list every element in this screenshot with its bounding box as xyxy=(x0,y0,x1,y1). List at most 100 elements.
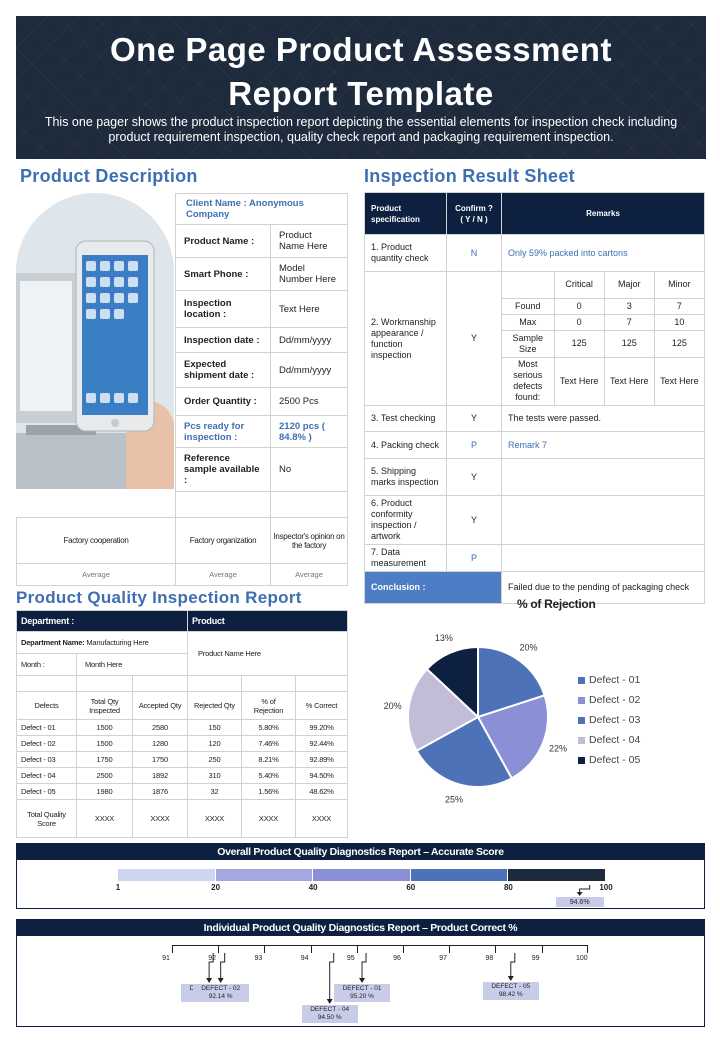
spec-header: Product specification xyxy=(364,192,447,235)
cell: 92.44% xyxy=(295,735,348,752)
cell: Text Here xyxy=(553,356,605,405)
spec-cell: 4. Packing check xyxy=(364,431,447,459)
col-header: % Correct xyxy=(295,691,348,720)
factor-header: Factory cooperation xyxy=(16,517,176,564)
cell: Text Here xyxy=(653,356,704,405)
scale-tick-label: 92 xyxy=(208,955,217,962)
cell: XXXX xyxy=(132,799,188,838)
row-label: Order Quantity : xyxy=(175,387,271,416)
cell: XXXX xyxy=(295,799,348,838)
product-description-title: Product Description xyxy=(20,166,198,186)
product-details-table: Client Name : Anonymous Company Product … xyxy=(175,193,348,518)
confirm-cell: P xyxy=(446,431,502,459)
overall-diagnostics-panel: Overall Product Quality Diagnostics Repo… xyxy=(16,843,705,909)
cell: 0 xyxy=(553,297,605,315)
cell: Text Here xyxy=(603,356,655,405)
spec-cell: 7. Data measurement xyxy=(364,544,447,572)
cell: 7.46% xyxy=(241,735,296,752)
scale-divider xyxy=(356,945,358,953)
confirm-cell: N xyxy=(446,234,502,272)
scale-tick-label: 1 xyxy=(115,883,121,892)
legend-label: Defect - 02 xyxy=(589,694,641,706)
pie-data-label: 13% xyxy=(435,633,453,643)
inspection-table: Product specification Confirm ? ( Y / N … xyxy=(364,192,705,604)
factor-header: Factory organization xyxy=(175,517,271,564)
scale-divider xyxy=(218,945,220,953)
row-value: Product Name Here xyxy=(270,224,348,258)
cell: 10 xyxy=(653,313,704,331)
arrow-down-icon xyxy=(326,999,333,1004)
cell: 1280 xyxy=(132,735,188,752)
cell: XXXX xyxy=(241,799,296,838)
scale-tick-label: 99 xyxy=(531,955,540,962)
spec-cell: 5. Shipping marks inspection xyxy=(364,458,447,496)
cell: 94.50% xyxy=(295,767,348,784)
client-name: Client Name : Anonymous Company xyxy=(175,193,348,225)
col-header: Critical xyxy=(553,272,605,299)
col-header: % of Rejection xyxy=(241,691,296,720)
defect-marker-value: 92.14 % xyxy=(208,993,233,1000)
individual-connectors xyxy=(206,953,516,1004)
legend-item: Defect - 05 xyxy=(578,750,640,770)
spec-cell: 3. Test checking xyxy=(364,405,447,432)
conclusion-label: Conclusion : xyxy=(364,571,502,604)
row-label: Pcs ready for inspection : xyxy=(175,415,271,448)
defect-marker-value: 95.20 % xyxy=(350,993,374,1000)
defect-marker-name: DEFECT - 01 xyxy=(342,985,382,992)
confirm-cell: Y xyxy=(446,458,502,496)
cell: 5.40% xyxy=(241,767,296,784)
row-value: Text Here xyxy=(270,290,348,328)
spec-cell: 1. Product quantity check xyxy=(364,234,447,272)
remark-cell: The tests were passed. xyxy=(501,405,705,432)
factory-assessment-table: Factory cooperation Factory organization… xyxy=(16,517,348,586)
confirm-header: Confirm ? ( Y / N ) xyxy=(446,192,502,235)
conclusion-text: Failed due to the pending of packaging c… xyxy=(501,571,705,604)
individual-diagnostics-title: Individual Product Quality Diagnostics R… xyxy=(17,920,704,936)
pie-data-label: 25% xyxy=(445,795,463,805)
legend-swatch xyxy=(578,716,585,724)
month-value: Month Here xyxy=(76,653,188,676)
marker-connector xyxy=(329,953,335,1001)
cell: 92.89% xyxy=(295,751,348,768)
quality-report-title: Product Quality Inspection Report xyxy=(16,588,302,607)
cell: 125 xyxy=(603,329,655,358)
factor-value: Average xyxy=(16,563,176,586)
remark-cell: Only 59% packed into cartons xyxy=(501,234,705,272)
defect-marker-value: 98.42 % xyxy=(498,991,523,998)
scale-tick-label: 91 xyxy=(162,955,170,962)
cell: 1892 xyxy=(132,767,188,784)
col-header: Total Qty Inspected xyxy=(76,691,133,720)
marker-connector xyxy=(208,953,214,980)
header-banner: One Page Product Assessment Report Templa… xyxy=(16,16,706,159)
confirm-cell: Y xyxy=(446,495,502,545)
department-name-cell: Department Name: Manufacturing Here xyxy=(16,631,188,654)
row-label: Most serious defects found: xyxy=(502,356,555,405)
legend-swatch xyxy=(578,756,585,764)
defect-marker-box: DEFECT - 01 95.20 % xyxy=(334,984,391,1002)
pie-slice xyxy=(415,715,514,788)
individual-diagnostics-panel: Individual Product Quality Diagnostics R… xyxy=(16,919,705,1027)
table-row: Defect - 04 2500 1892 310 5.40% 94.50% xyxy=(16,767,348,784)
overall-score-label: 94.6% xyxy=(555,897,604,907)
defect-marker-box: DEFECT - 04 94.50 % xyxy=(301,1005,358,1023)
cell: 8.21% xyxy=(241,751,296,768)
legend-item: Defect - 02 xyxy=(578,690,640,710)
cell: 310 xyxy=(187,767,242,784)
col-header: Defects xyxy=(16,691,77,720)
scale-tick-label: 96 xyxy=(393,955,401,962)
score-bar-segment xyxy=(508,869,606,881)
row-label: Inspection date : xyxy=(175,327,271,353)
chart-legend: Defect - 01 Defect - 02 Defect - 03 Defect … xyxy=(578,670,640,770)
cell: 3 xyxy=(603,297,655,315)
pie-slice xyxy=(407,667,480,753)
row-label: Expected shipment date : xyxy=(175,352,271,388)
table-row: Defect - 05 1980 1876 32 1.56% 48.62% xyxy=(16,783,348,800)
marker-connector xyxy=(361,953,367,980)
defect-marker-box: DEFECT - 05 98.42 % xyxy=(482,982,539,1000)
rejection-pie-chart: 20% 22% 25% 20% 13% xyxy=(384,633,567,805)
month-label: Month : xyxy=(16,653,77,676)
row-label: Found xyxy=(502,297,555,315)
pie-slice xyxy=(477,645,546,719)
scale-divider xyxy=(495,945,497,953)
cell: 7 xyxy=(603,313,655,331)
